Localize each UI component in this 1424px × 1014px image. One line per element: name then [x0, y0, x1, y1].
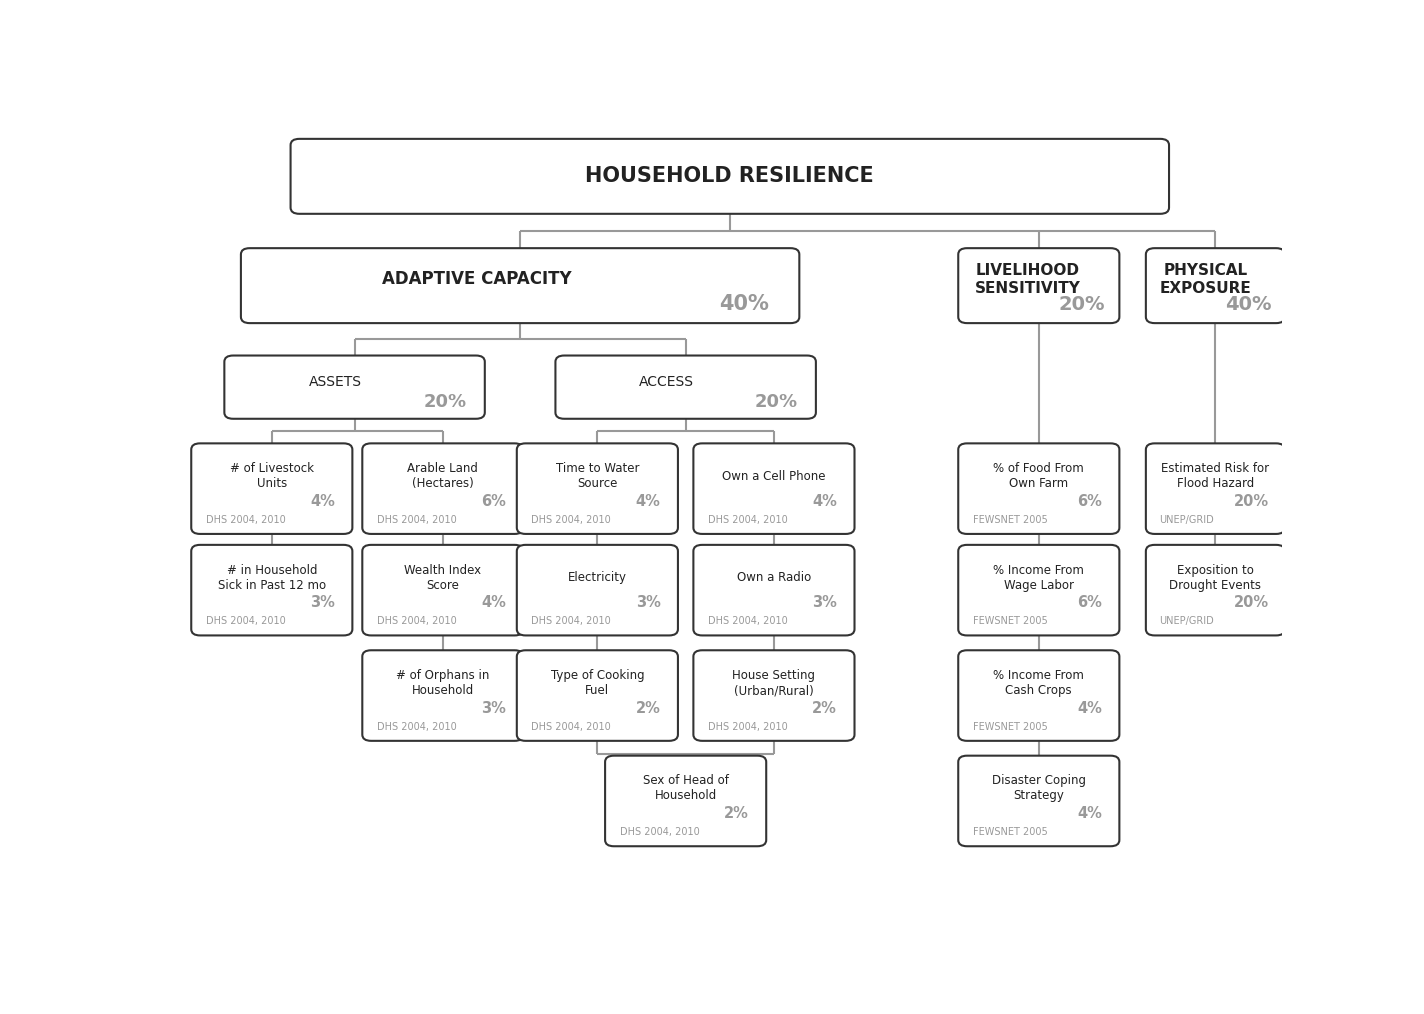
Text: DHS 2004, 2010: DHS 2004, 2010	[377, 515, 457, 525]
Text: # in Household
Sick in Past 12 mo: # in Household Sick in Past 12 mo	[218, 564, 326, 591]
Text: 4%: 4%	[481, 595, 506, 610]
Text: 6%: 6%	[481, 494, 506, 509]
Text: DHS 2004, 2010: DHS 2004, 2010	[531, 722, 611, 732]
FancyBboxPatch shape	[958, 545, 1119, 636]
Text: House Setting
(Urban/Rural): House Setting (Urban/Rural)	[732, 669, 816, 697]
Text: % Income From
Cash Crops: % Income From Cash Crops	[994, 669, 1084, 697]
Text: 2%: 2%	[635, 701, 661, 716]
Text: ADAPTIVE CAPACITY: ADAPTIVE CAPACITY	[382, 271, 571, 288]
Text: FEWSNET 2005: FEWSNET 2005	[973, 617, 1048, 627]
Text: 3%: 3%	[812, 595, 837, 610]
Text: Exposition to
Drought Events: Exposition to Drought Events	[1169, 564, 1262, 591]
Text: # of Livestock
Units: # of Livestock Units	[229, 462, 313, 490]
Text: Type of Cooking
Fuel: Type of Cooking Fuel	[551, 669, 644, 697]
Text: DHS 2004, 2010: DHS 2004, 2010	[619, 827, 699, 838]
Text: ACCESS: ACCESS	[639, 375, 693, 389]
FancyBboxPatch shape	[958, 755, 1119, 847]
FancyBboxPatch shape	[225, 356, 484, 419]
Text: PHYSICAL
EXPOSURE: PHYSICAL EXPOSURE	[1159, 264, 1252, 296]
Text: DHS 2004, 2010: DHS 2004, 2010	[708, 617, 787, 627]
Text: 20%: 20%	[1233, 595, 1269, 610]
FancyBboxPatch shape	[191, 443, 352, 534]
FancyBboxPatch shape	[958, 650, 1119, 741]
Text: FEWSNET 2005: FEWSNET 2005	[973, 722, 1048, 732]
Text: 20%: 20%	[755, 393, 797, 412]
FancyBboxPatch shape	[517, 443, 678, 534]
Text: 6%: 6%	[1077, 595, 1102, 610]
Text: 4%: 4%	[635, 494, 661, 509]
Text: Electricity: Electricity	[568, 571, 627, 584]
FancyBboxPatch shape	[1146, 545, 1284, 636]
Text: Own a Cell Phone: Own a Cell Phone	[722, 469, 826, 483]
FancyBboxPatch shape	[693, 545, 854, 636]
Text: 2%: 2%	[723, 806, 749, 821]
Text: DHS 2004, 2010: DHS 2004, 2010	[206, 617, 286, 627]
Text: 20%: 20%	[1233, 494, 1269, 509]
Text: DHS 2004, 2010: DHS 2004, 2010	[708, 515, 787, 525]
Text: # of Orphans in
Household: # of Orphans in Household	[396, 669, 490, 697]
Text: Time to Water
Source: Time to Water Source	[555, 462, 639, 490]
FancyBboxPatch shape	[517, 545, 678, 636]
Text: DHS 2004, 2010: DHS 2004, 2010	[377, 617, 457, 627]
FancyBboxPatch shape	[191, 545, 352, 636]
Text: DHS 2004, 2010: DHS 2004, 2010	[708, 722, 787, 732]
Text: 4%: 4%	[310, 494, 335, 509]
Text: DHS 2004, 2010: DHS 2004, 2010	[531, 617, 611, 627]
Text: DHS 2004, 2010: DHS 2004, 2010	[206, 515, 286, 525]
FancyBboxPatch shape	[555, 356, 816, 419]
Text: 3%: 3%	[635, 595, 661, 610]
Text: Arable Land
(Hectares): Arable Land (Hectares)	[407, 462, 478, 490]
Text: % of Food From
Own Farm: % of Food From Own Farm	[994, 462, 1084, 490]
Text: 3%: 3%	[310, 595, 335, 610]
Text: 20%: 20%	[423, 393, 466, 412]
FancyBboxPatch shape	[362, 443, 524, 534]
Text: Own a Radio: Own a Radio	[736, 571, 812, 584]
Text: ASSETS: ASSETS	[309, 375, 362, 389]
Text: 40%: 40%	[1225, 295, 1272, 314]
FancyBboxPatch shape	[958, 443, 1119, 534]
Text: DHS 2004, 2010: DHS 2004, 2010	[531, 515, 611, 525]
FancyBboxPatch shape	[605, 755, 766, 847]
Text: % Income From
Wage Labor: % Income From Wage Labor	[994, 564, 1084, 591]
Text: HOUSEHOLD RESILIENCE: HOUSEHOLD RESILIENCE	[585, 166, 874, 187]
Text: UNEP/GRID: UNEP/GRID	[1159, 515, 1215, 525]
Text: DHS 2004, 2010: DHS 2004, 2010	[377, 722, 457, 732]
Text: Wealth Index
Score: Wealth Index Score	[404, 564, 481, 591]
Text: 3%: 3%	[481, 701, 506, 716]
FancyBboxPatch shape	[290, 139, 1169, 214]
Text: 40%: 40%	[719, 294, 769, 314]
Text: 20%: 20%	[1058, 295, 1105, 314]
FancyBboxPatch shape	[362, 545, 524, 636]
FancyBboxPatch shape	[241, 248, 799, 323]
Text: 4%: 4%	[1077, 701, 1102, 716]
FancyBboxPatch shape	[693, 650, 854, 741]
Text: LIVELIHOOD
SENSITIVITY: LIVELIHOOD SENSITIVITY	[974, 264, 1081, 296]
FancyBboxPatch shape	[693, 443, 854, 534]
FancyBboxPatch shape	[362, 650, 524, 741]
FancyBboxPatch shape	[1146, 248, 1284, 323]
Text: Sex of Head of
Household: Sex of Head of Household	[642, 775, 729, 802]
Text: 2%: 2%	[812, 701, 837, 716]
Text: 6%: 6%	[1077, 494, 1102, 509]
FancyBboxPatch shape	[958, 248, 1119, 323]
FancyBboxPatch shape	[1146, 443, 1284, 534]
Text: FEWSNET 2005: FEWSNET 2005	[973, 827, 1048, 838]
Text: Estimated Risk for
Flood Hazard: Estimated Risk for Flood Hazard	[1162, 462, 1269, 490]
FancyBboxPatch shape	[517, 650, 678, 741]
Text: FEWSNET 2005: FEWSNET 2005	[973, 515, 1048, 525]
Text: 4%: 4%	[812, 494, 837, 509]
Text: 4%: 4%	[1077, 806, 1102, 821]
Text: Disaster Coping
Strategy: Disaster Coping Strategy	[991, 775, 1087, 802]
Text: UNEP/GRID: UNEP/GRID	[1159, 617, 1215, 627]
